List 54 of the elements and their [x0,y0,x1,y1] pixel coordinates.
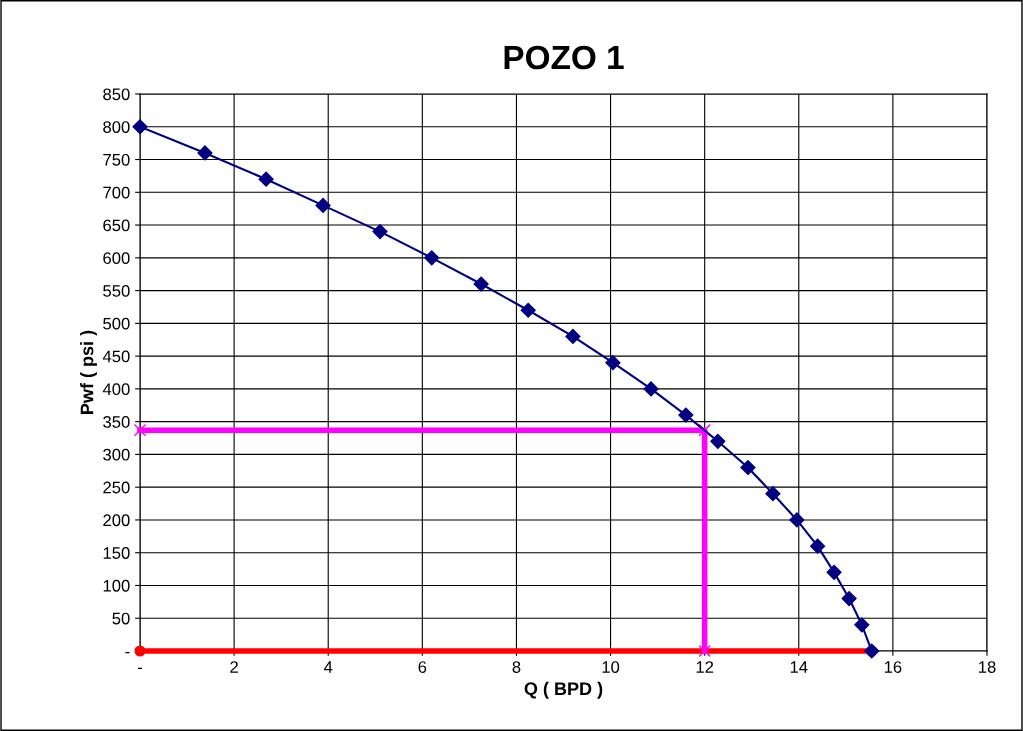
y-tick-label: 550 [103,284,130,297]
point [258,171,274,187]
point [740,459,756,476]
y-tick-label: 300 [103,448,130,461]
x-tick-label: 12 [696,661,714,673]
point [643,381,659,397]
point [134,645,146,657]
point [678,407,694,423]
point [605,355,621,371]
point [197,145,213,161]
y-tick-label: 200 [103,514,130,527]
x-tick-label: 18 [979,661,996,673]
x-tick-label: 4 [323,661,333,673]
y-tick-label: 700 [103,186,130,199]
x-tick-label: 10 [602,661,620,673]
y-tick-label: 500 [103,317,130,330]
y-tick-label: 650 [103,219,130,232]
x-tick-label: 14 [790,661,808,673]
y-tick-label: 600 [103,252,130,265]
x-axis-title: Q ( BPD ) [524,681,603,699]
point [810,538,826,554]
chart-title: POZO 1 [504,45,624,70]
y-tick-label: 400 [102,383,130,396]
point [315,197,331,213]
x-tick-label: 16 [884,661,902,673]
y-tick-label: 250 [103,481,130,494]
y-tick-label: 150 [103,547,130,559]
point [565,328,581,345]
point [854,617,870,633]
y-tick-label: 800 [103,121,130,133]
point [473,276,489,292]
y-tick-label: 350 [103,416,130,428]
y-tick-label: 850 [103,88,130,101]
x-tick-label: - [137,667,143,670]
y-tick-label: - [125,651,130,654]
point [133,423,147,437]
y-tick-label: 750 [103,153,130,166]
y-tick-label: 50 [112,612,130,625]
x-tick-label: 8 [512,661,521,673]
point [424,250,440,266]
point [710,433,726,449]
x-tick-label: 2 [230,661,238,673]
point [789,512,805,528]
point [520,302,536,318]
point [841,591,857,607]
point [826,564,842,580]
point [698,644,711,658]
y-tick-label: 450 [102,350,130,363]
y-axis-title: Pwf ( psi ) [80,330,97,414]
x-tick-label: 6 [418,661,427,673]
point [132,119,148,135]
point [765,486,781,502]
point [372,224,388,240]
y-tick-label: 100 [103,579,130,592]
